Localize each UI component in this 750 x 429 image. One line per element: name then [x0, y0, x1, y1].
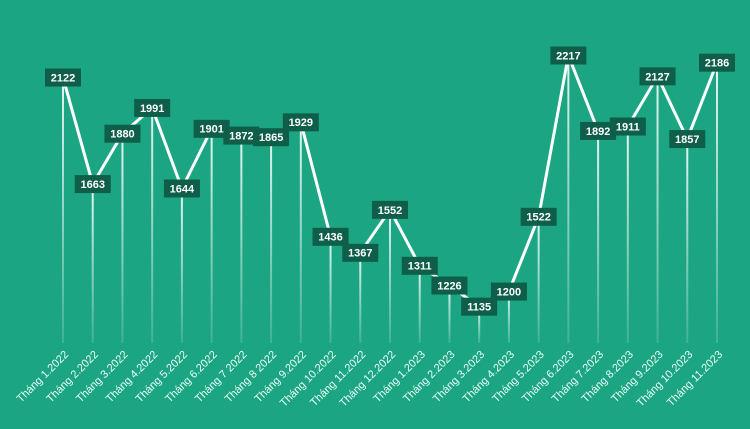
value-label: 2217 [556, 50, 580, 62]
drop-line [91, 184, 94, 343]
drop-line [686, 139, 689, 343]
drop-line [626, 126, 629, 344]
value-label-box [699, 53, 735, 72]
drop-line [180, 188, 183, 343]
value-label: 2122 [51, 72, 75, 84]
value-label: 1901 [199, 124, 223, 136]
value-label: 1865 [259, 132, 283, 144]
value-label: 1135 [467, 302, 491, 314]
value-label: 2186 [705, 58, 729, 70]
drop-line [210, 128, 213, 343]
drop-line [240, 135, 243, 343]
value-label: 1367 [348, 248, 372, 260]
value-label: 1522 [526, 212, 550, 224]
value-label-box [45, 68, 81, 87]
value-label: 1929 [289, 117, 313, 129]
value-label: 1436 [318, 232, 342, 244]
drop-line [329, 236, 332, 343]
value-label-box [134, 98, 171, 117]
drop-line [62, 77, 64, 344]
value-label: 1200 [497, 286, 521, 298]
drop-line [567, 55, 570, 343]
value-label-box [520, 207, 557, 226]
value-label: 1311 [408, 261, 432, 273]
value-label: 1911 [616, 121, 640, 133]
value-label: 1880 [110, 129, 134, 141]
value-label-box [669, 130, 706, 149]
drop-line [270, 137, 273, 343]
drop-line [537, 216, 540, 343]
value-label-box [609, 117, 646, 136]
drop-line [359, 252, 362, 343]
value-label: 1552 [378, 205, 402, 217]
value-label: 1663 [80, 179, 104, 191]
value-label-box [163, 179, 200, 198]
drop-line [121, 133, 124, 343]
value-label-box [490, 282, 527, 301]
drop-line [478, 306, 481, 343]
value-label-box [223, 126, 260, 145]
value-label: 2127 [645, 71, 669, 83]
drop-line [448, 285, 451, 343]
value-label-box [550, 46, 587, 65]
value-label-box [461, 297, 498, 316]
drop-line [151, 107, 154, 343]
value-label-box [401, 256, 438, 275]
drop-line [716, 62, 718, 344]
value-label-box [580, 121, 617, 140]
value-label-box [74, 175, 111, 194]
value-label: 1857 [675, 134, 699, 146]
value-label: 1892 [586, 126, 610, 138]
drop-line [507, 291, 510, 343]
value-label: 1872 [229, 130, 253, 142]
value-label-box [639, 67, 676, 86]
value-label: 1644 [170, 183, 195, 195]
value-label-box [104, 124, 141, 143]
value-label-box [372, 200, 408, 219]
value-label-box [312, 227, 349, 246]
drop-line [389, 209, 391, 343]
value-label-box [431, 276, 468, 295]
value-label-box [193, 119, 230, 138]
value-label-box [282, 113, 319, 132]
value-label: 1991 [140, 103, 164, 115]
value-label: 1226 [437, 280, 461, 292]
drop-line [597, 130, 600, 343]
drop-line [656, 76, 659, 343]
value-label-box [342, 243, 379, 262]
value-label-box [253, 128, 290, 147]
drop-line [418, 265, 421, 343]
drop-line [299, 122, 302, 343]
